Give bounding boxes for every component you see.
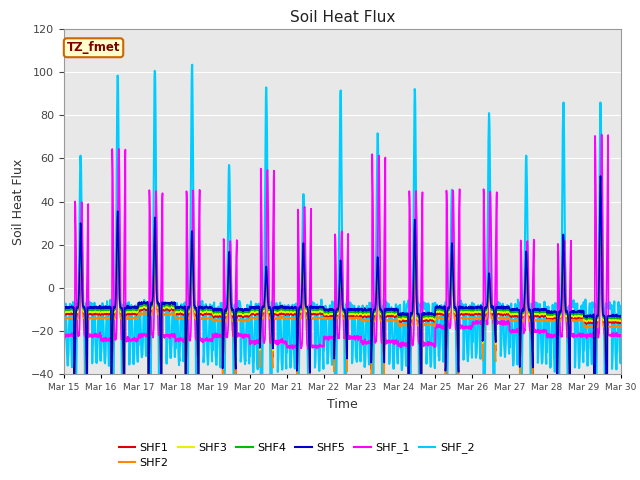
SHF3 <box>358 310 366 316</box>
SHF5 <box>216 306 223 312</box>
SHF1 <box>596 182 604 188</box>
SHF1 <box>617 320 625 326</box>
Legend: SHF1, SHF2, SHF3, SHF4, SHF5, SHF_1, SHF_2: SHF1, SHF2, SHF3, SHF4, SHF5, SHF_1, SHF… <box>114 438 479 472</box>
SHF3 <box>371 312 378 317</box>
Text: TZ_fmet: TZ_fmet <box>67 41 120 54</box>
SHF5 <box>568 309 575 315</box>
SHF4 <box>568 312 575 317</box>
SHF2 <box>596 178 604 183</box>
SHF5 <box>504 305 512 311</box>
SHF_1 <box>216 331 223 337</box>
SHF4 <box>604 440 611 445</box>
SHF4 <box>60 307 68 312</box>
SHF_2 <box>505 340 513 346</box>
SHF5 <box>371 307 378 313</box>
SHF_1 <box>371 337 379 343</box>
Line: SHF1: SHF1 <box>64 185 621 460</box>
SHF4 <box>358 308 366 314</box>
SHF4 <box>371 309 378 315</box>
SHF_2 <box>359 305 367 311</box>
SHF4 <box>617 316 625 322</box>
SHF_2 <box>60 348 68 354</box>
SHF4 <box>596 191 604 196</box>
SHF1 <box>371 313 378 319</box>
SHF3 <box>583 317 591 323</box>
SHF3 <box>568 313 575 319</box>
SHF2 <box>358 317 366 323</box>
SHF5 <box>60 304 68 310</box>
SHF1 <box>504 312 512 317</box>
SHF2 <box>583 324 591 330</box>
Y-axis label: Soil Heat Flux: Soil Heat Flux <box>12 158 25 245</box>
SHF_1 <box>584 333 591 339</box>
SHF_1 <box>60 332 68 338</box>
SHF_1 <box>617 334 625 339</box>
SHF3 <box>604 448 611 454</box>
SHF3 <box>216 310 223 316</box>
SHF1 <box>358 312 366 318</box>
SHF1 <box>568 316 575 322</box>
SHF1 <box>583 320 591 325</box>
Line: SHF_2: SHF_2 <box>64 65 621 480</box>
SHF3 <box>596 186 604 192</box>
SHF1 <box>60 311 68 317</box>
SHF2 <box>568 318 575 324</box>
SHF1 <box>604 457 611 463</box>
SHF_2 <box>617 303 625 309</box>
SHF_1 <box>504 318 512 324</box>
Title: Soil Heat Flux: Soil Heat Flux <box>290 10 395 25</box>
Line: SHF3: SHF3 <box>64 189 621 451</box>
SHF4 <box>504 307 512 313</box>
SHF4 <box>216 308 223 314</box>
SHF_1 <box>305 347 312 352</box>
SHF2 <box>604 470 611 476</box>
SHF_1 <box>598 132 605 137</box>
X-axis label: Time: Time <box>327 398 358 411</box>
SHF_2 <box>371 301 379 307</box>
SHF5 <box>358 306 366 312</box>
SHF3 <box>504 309 512 315</box>
Line: SHF2: SHF2 <box>64 180 621 473</box>
SHF_2 <box>188 62 196 68</box>
SHF_1 <box>359 342 367 348</box>
SHF_2 <box>216 344 223 349</box>
Line: SHF4: SHF4 <box>64 193 621 443</box>
SHF2 <box>371 318 378 324</box>
SHF5 <box>583 313 591 319</box>
SHF2 <box>216 317 223 323</box>
SHF5 <box>604 453 611 458</box>
Line: SHF_1: SHF_1 <box>64 134 621 349</box>
SHF5 <box>617 314 625 320</box>
SHF3 <box>60 309 68 314</box>
SHF1 <box>216 312 223 318</box>
SHF2 <box>617 324 625 330</box>
SHF2 <box>60 315 68 321</box>
SHF_1 <box>568 332 575 337</box>
SHF_2 <box>568 303 576 309</box>
SHF2 <box>504 316 512 322</box>
SHF5 <box>596 173 604 179</box>
SHF_2 <box>584 363 591 369</box>
Line: SHF5: SHF5 <box>64 176 621 456</box>
SHF4 <box>583 315 591 321</box>
SHF3 <box>617 318 625 324</box>
